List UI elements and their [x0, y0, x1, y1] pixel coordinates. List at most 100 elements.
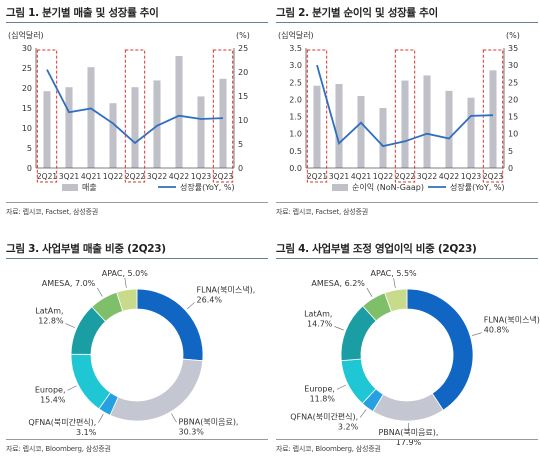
left-tick-label: 30: [22, 44, 32, 53]
figure-4-title: 그림 4. 사업부별 조정 영업이익 비중 (2Q23): [276, 240, 538, 259]
slice-label: APAC, 5.0%: [102, 269, 149, 278]
bar: [43, 91, 51, 168]
right-tick-label: 5: [508, 147, 513, 156]
figure-2-title: 그림 2. 분기별 순이익 및 성장률 추이: [276, 4, 538, 23]
leader-line: [336, 384, 347, 390]
category-label: 1Q22: [103, 172, 123, 181]
legend-bar-label: 매출: [82, 182, 97, 192]
category-label: 2Q22: [125, 172, 145, 181]
slice-label: QFNA(북미간편식),: [28, 417, 96, 427]
figure-4-chart: FLNA(북미스낵),40.8% PBNA(북미음료),17.9% QFNA(북미간…: [290, 269, 540, 447]
bar: [357, 96, 365, 168]
highlight-box: [124, 49, 146, 183]
bar: [153, 80, 161, 168]
growth-line: [316, 64, 494, 148]
bar: [445, 90, 453, 168]
left-tick-label: 20: [22, 84, 32, 93]
legend-line-label: 성장률(YoY, %): [450, 182, 505, 192]
leader-line: [366, 287, 373, 297]
right-tick-label: 25: [238, 44, 248, 53]
category-label: 3Q21: [329, 172, 349, 181]
slice-label: FLNA(북미스낵),: [484, 315, 540, 325]
slice-label: Europe,: [35, 385, 66, 394]
slice-label: PBNA(북미음료),: [378, 428, 438, 437]
legend-line-label: 성장률(YoY, %): [180, 182, 235, 192]
category-label: 2Q21: [37, 172, 57, 181]
bar: [313, 85, 321, 168]
right-tick-label: 0: [238, 164, 243, 173]
figure-2-source: 자료: 렙시코, Factset, 삼성증권: [276, 202, 538, 217]
right-axis-unit: (%): [236, 31, 250, 40]
category-label: 1Q23: [191, 172, 211, 181]
legend-bar-swatch: [332, 184, 348, 191]
slice-label: Europe,: [304, 384, 335, 393]
donut-slice: [116, 288, 138, 312]
right-tick-label: 15: [238, 92, 248, 101]
bar: [175, 56, 183, 168]
right-tick-label: 20: [508, 95, 518, 104]
slice-label: FLNA(북미스낵),: [197, 284, 256, 294]
bar: [335, 84, 343, 168]
left-tick-label: 25: [22, 64, 32, 73]
bar: [219, 78, 227, 168]
left-axis-unit: (십억달러): [278, 30, 314, 40]
leader-line: [393, 278, 396, 289]
category-label: 2Q22: [395, 172, 415, 181]
slice-label: APAC, 5.5%: [371, 269, 418, 278]
slice-value: 26.4%: [197, 295, 223, 304]
leader-line: [97, 287, 103, 297]
left-tick-label: 5: [27, 144, 32, 153]
leader-line: [359, 409, 367, 418]
slice-value: 15.4%: [40, 395, 66, 404]
figure-4-source: 자료: 렙시코, Bloomberg, 삼성증권: [276, 439, 538, 454]
right-tick-label: 10: [238, 116, 248, 125]
slice-label: QFNA(북미간편식),: [290, 411, 358, 421]
category-label: 3Q22: [147, 172, 167, 181]
left-tick-label: 2.0: [289, 95, 302, 104]
right-axis-unit: (%): [506, 31, 520, 40]
right-tick-label: 35: [508, 44, 518, 53]
slice-value: 3.1%: [76, 428, 97, 437]
leader-line: [472, 332, 482, 336]
left-tick-label: 2.5: [289, 78, 302, 87]
slice-label: LatAm,: [35, 307, 63, 316]
left-tick-label: 0.5: [289, 147, 302, 156]
category-label: 3Q21: [59, 172, 79, 181]
leader-line: [98, 413, 104, 423]
slice-value: 17.9%: [396, 438, 422, 447]
right-tick-label: 15: [508, 113, 518, 122]
bar: [131, 87, 139, 168]
slice-value: 40.8%: [484, 326, 510, 335]
slice-value: 12.8%: [38, 317, 64, 326]
left-tick-label: 3.5: [289, 44, 302, 53]
left-tick-label: 0: [27, 164, 32, 173]
left-axis-unit: (십억달러): [8, 30, 44, 40]
donut-slice: [372, 392, 444, 422]
bar: [401, 80, 409, 168]
category-label: 3Q22: [417, 172, 437, 181]
figure-3-title: 그림 3. 사업부별 매출 비중 (2Q23): [6, 240, 268, 259]
bar: [489, 70, 497, 168]
figure-1-panel: 그림 1. 분기별 매출 및 성장률 추이 (십억달러) (%) 0 5 10 15 20 2…: [6, 4, 268, 216]
slice-label: AMESA, 6.2%: [311, 279, 365, 288]
growth-line: [46, 69, 224, 145]
category-label: 1Q22: [373, 172, 393, 181]
category-label: 4Q22: [439, 172, 459, 181]
bar: [197, 96, 205, 168]
legend-bar-label: 순이익 (NoN-Gaap): [352, 182, 424, 192]
right-tick-label: 20: [238, 68, 248, 77]
slice-value: 30.3%: [178, 427, 204, 436]
right-tick-label: 0: [508, 164, 513, 173]
figure-3-panel: 그림 3. 사업부별 매출 비중 (2Q23) FLNA(북미스낵), 26.4%…: [6, 240, 268, 453]
left-tick-label: 1.5: [289, 113, 302, 122]
left-tick-label: 3.0: [289, 61, 302, 70]
right-tick-label: 30: [508, 61, 518, 70]
slice-value: 3.2%: [338, 422, 359, 431]
leader-line: [67, 385, 77, 391]
left-tick-label: 10: [22, 124, 32, 133]
left-tick-label: 1.0: [289, 130, 302, 139]
category-label: 4Q21: [351, 172, 371, 181]
left-tick-label: 15: [22, 104, 32, 113]
slice-label: AMESA, 7.0%: [42, 279, 96, 288]
